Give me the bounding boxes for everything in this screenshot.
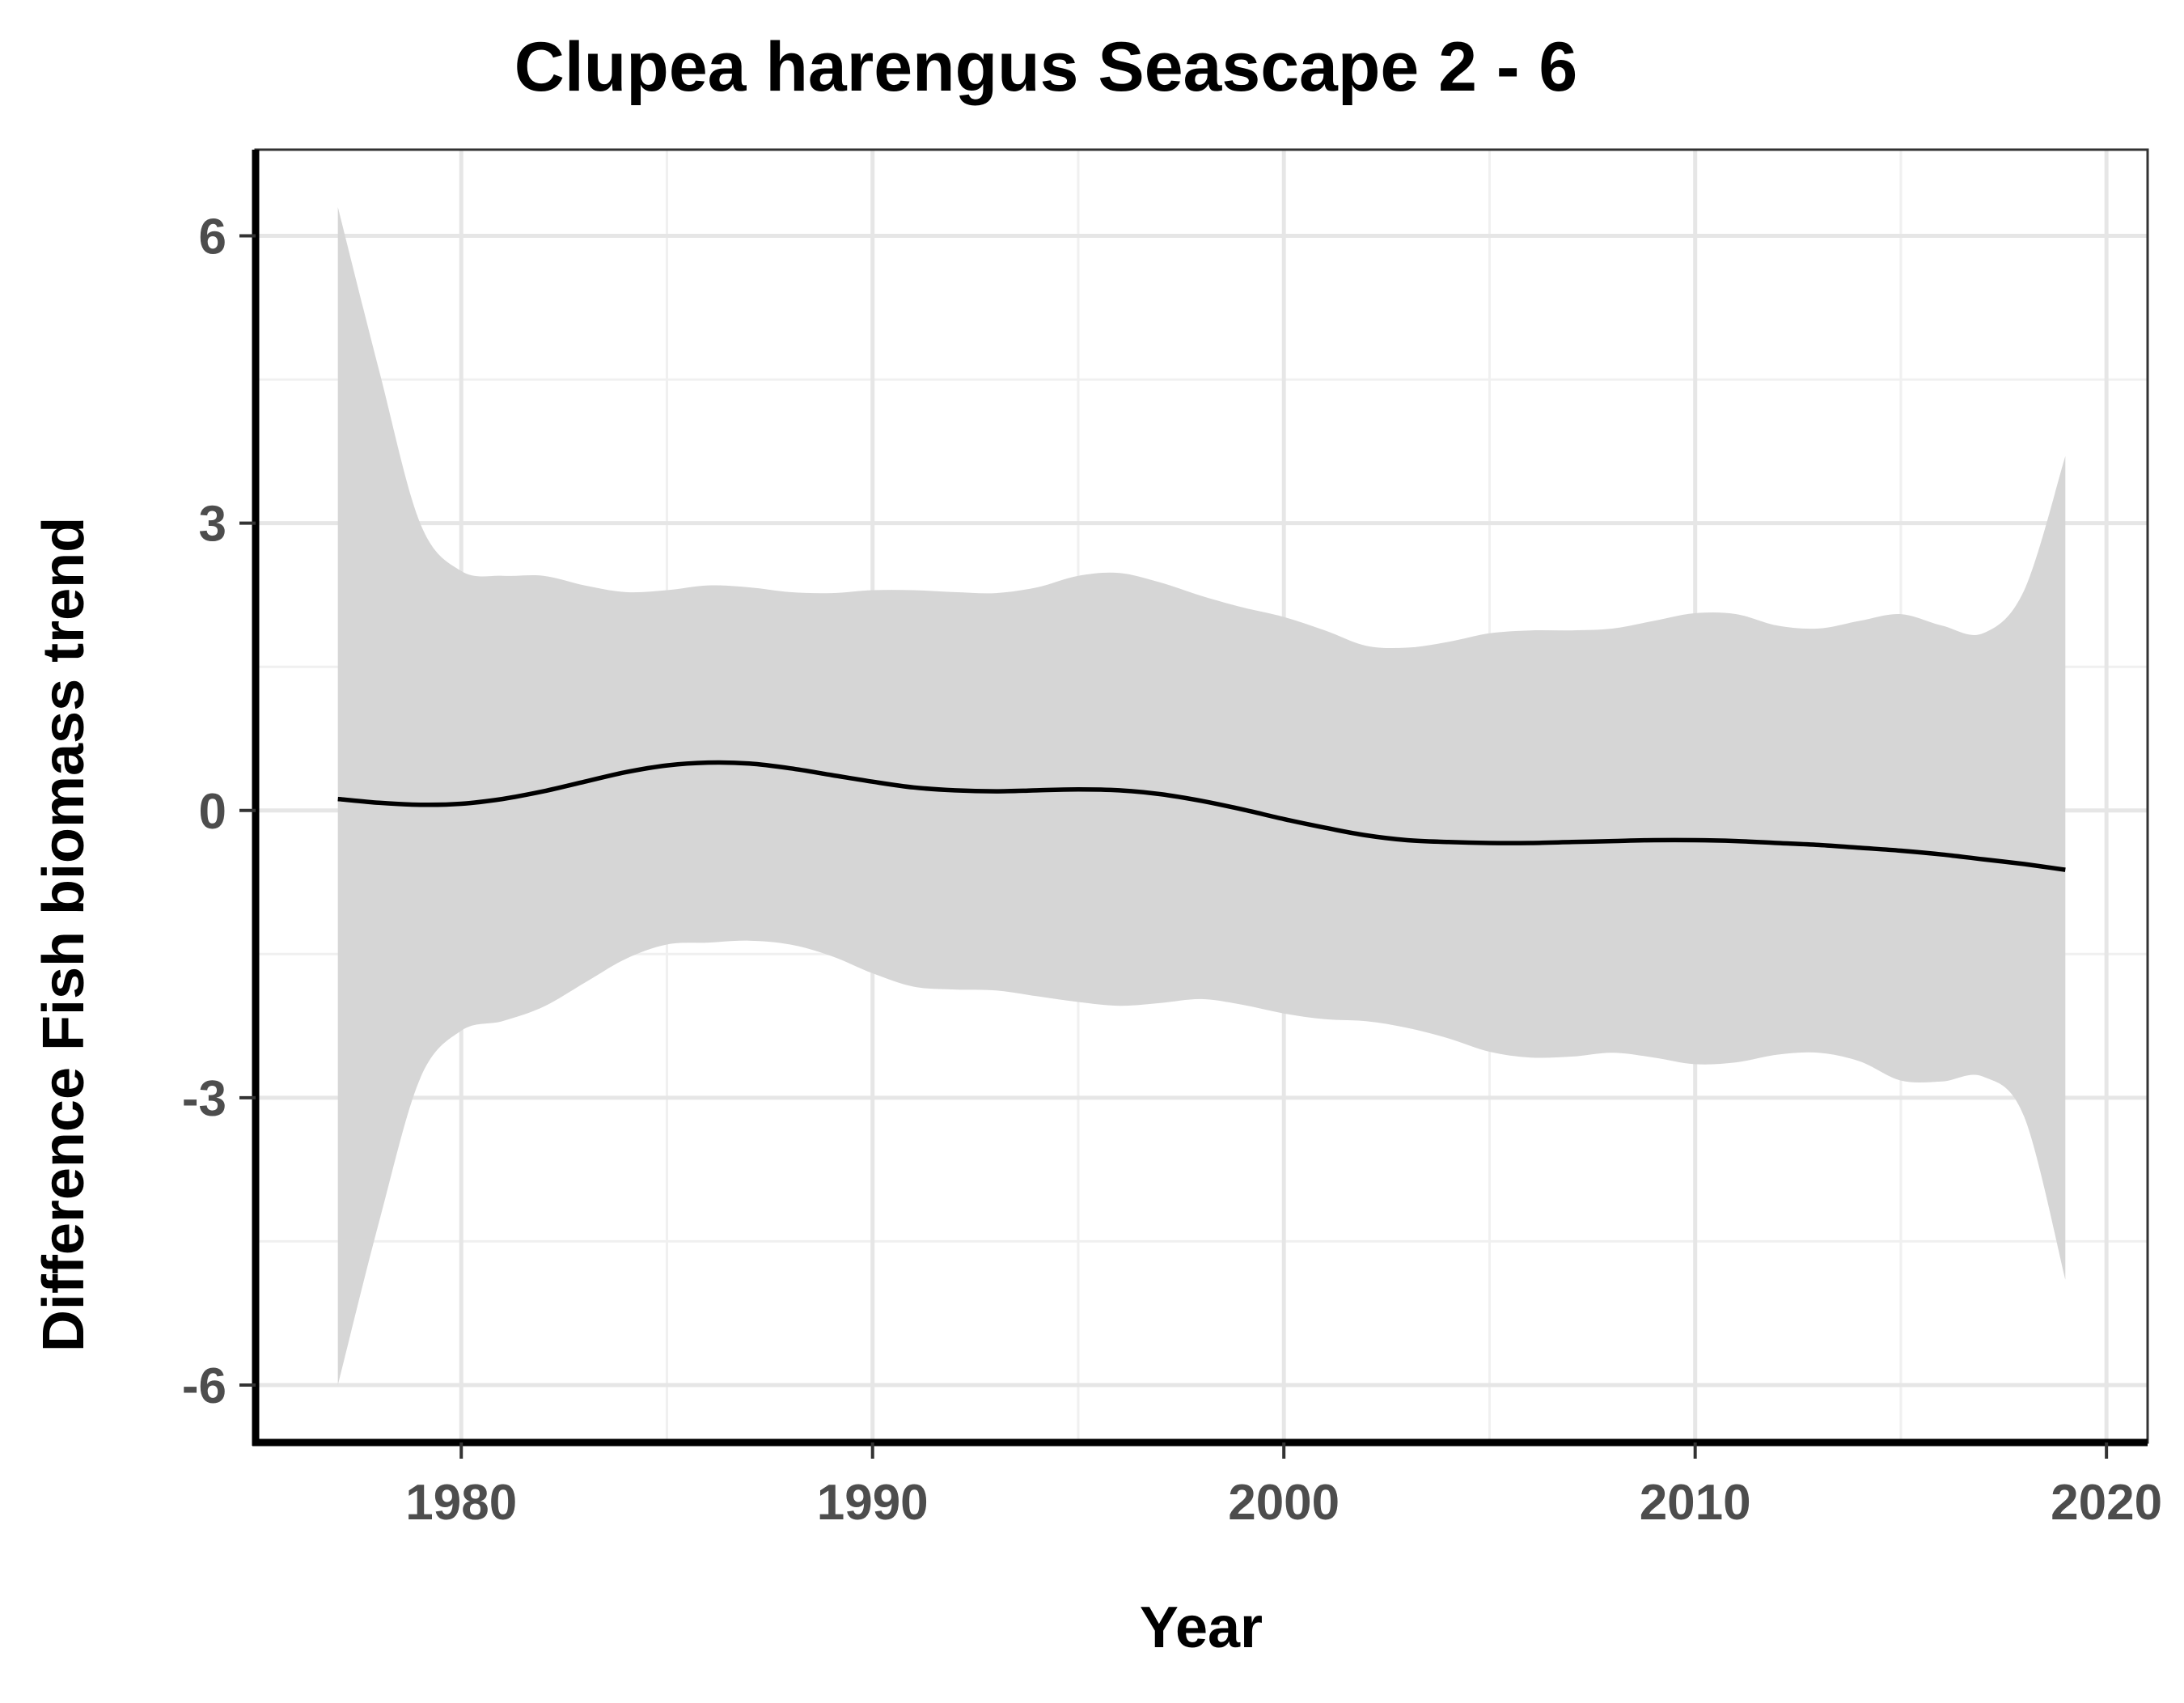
y-tick-label: 3 [199,497,226,553]
y-axis-title: Difference Fish biomass trend [32,517,96,1352]
x-tick-label: 2010 [1640,1475,1751,1531]
y-tick-label: 6 [199,210,226,265]
y-tick-label: 0 [199,784,226,840]
x-axis-title: Year [1140,1595,1263,1660]
x-tick-label: 1990 [817,1475,929,1531]
axis-layer: 1980 1990 2000 2010 2020 6 3 0 -3 -6 [182,148,2162,1531]
x-tick-label: 2020 [2051,1475,2162,1531]
trend-line [337,760,2066,872]
y-tick-label: -6 [182,1358,226,1414]
x-tick-label: 1980 [405,1475,517,1531]
confidence-ribbon [337,207,2066,1385]
x-tick-label: 2000 [1228,1475,1340,1531]
data-layer [337,207,2066,1385]
chart-title: Clupea harengus Seascape 2 - 6 [514,28,1577,106]
y-tick-label: -3 [182,1071,226,1127]
